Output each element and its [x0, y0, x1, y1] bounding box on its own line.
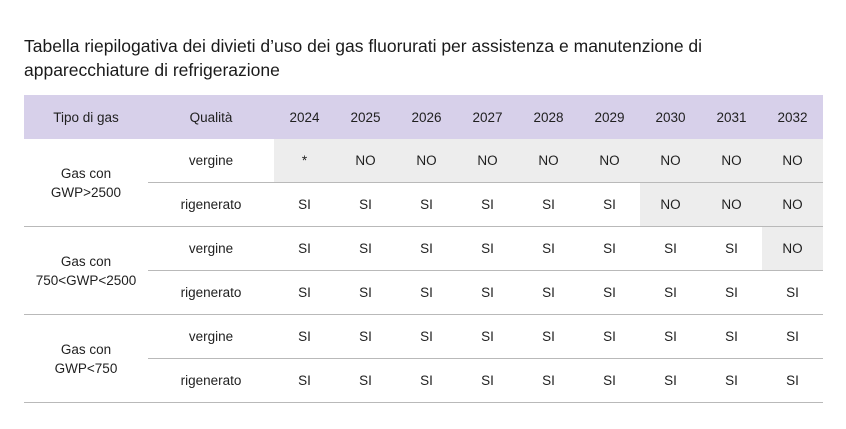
- value-cell: NO: [762, 226, 823, 271]
- value-cell: NO: [335, 139, 396, 183]
- ban-summary-table: Tipo di gas Qualità 2024 2025 2026 2027 …: [24, 95, 823, 403]
- value-cell: NO: [762, 182, 823, 227]
- value-cell: SI: [762, 270, 823, 315]
- value-cell: SI: [701, 314, 762, 359]
- value-cell: SI: [762, 314, 823, 359]
- value-cell: NO: [762, 139, 823, 183]
- value-cell: SI: [640, 358, 701, 403]
- gas-type-cell: Gas con GWP>2500: [24, 139, 148, 227]
- header-year: 2031: [701, 95, 762, 139]
- value-cell: SI: [518, 226, 579, 271]
- value-cell: SI: [274, 226, 335, 271]
- header-year: 2028: [518, 95, 579, 139]
- gas-type-line-1: Gas con: [60, 165, 112, 181]
- value-cell: SI: [640, 314, 701, 359]
- gas-type-cell: Gas con GWP<750: [24, 314, 148, 403]
- value-cell: *: [274, 139, 335, 183]
- quality-cell: vergine: [148, 139, 274, 183]
- value-cell: SI: [396, 270, 457, 315]
- value-cell: SI: [579, 226, 640, 271]
- value-cell: SI: [396, 182, 457, 227]
- value-cell: SI: [335, 314, 396, 359]
- value-cell: SI: [579, 314, 640, 359]
- quality-cell: rigenerato: [148, 270, 274, 315]
- header-year: 2027: [457, 95, 518, 139]
- value-cell: SI: [396, 226, 457, 271]
- gas-type-line-2: GWP<750: [54, 360, 118, 376]
- value-cell: SI: [701, 358, 762, 403]
- title-line-2: apparecchiature di refrigerazione: [24, 60, 280, 80]
- value-cell: SI: [396, 314, 457, 359]
- value-cell: SI: [457, 314, 518, 359]
- quality-cell: rigenerato: [148, 358, 274, 403]
- table-row: Gas con GWP<750 vergine SI SI SI SI SI S…: [24, 314, 823, 403]
- value-cell: SI: [457, 226, 518, 271]
- value-cell: SI: [396, 358, 457, 403]
- gas-type-line-2: 750<GWP<2500: [35, 272, 137, 288]
- value-cell: NO: [701, 139, 762, 183]
- value-cell: SI: [335, 182, 396, 227]
- value-cell: SI: [518, 314, 579, 359]
- title-line-1: Tabella riepilogativa dei divieti d’uso …: [24, 36, 703, 56]
- gas-type-line-1: Gas con: [60, 341, 112, 357]
- value-cell: SI: [579, 358, 640, 403]
- header-year: 2029: [579, 95, 640, 139]
- header-quality: Qualità: [148, 95, 274, 139]
- table-body: Gas con GWP>2500 vergine * NO NO NO NO N…: [24, 139, 823, 403]
- value-cell: SI: [518, 270, 579, 315]
- value-cell: SI: [457, 182, 518, 227]
- gas-type-line-2: GWP>2500: [50, 184, 122, 200]
- value-cell: SI: [335, 358, 396, 403]
- value-cell: SI: [457, 358, 518, 403]
- header-year: 2025: [335, 95, 396, 139]
- quality-cell: vergine: [148, 314, 274, 359]
- quality-cell: vergine: [148, 226, 274, 271]
- value-cell: SI: [335, 270, 396, 315]
- value-cell: SI: [518, 358, 579, 403]
- value-cell: SI: [579, 182, 640, 227]
- table-row: Gas con GWP>2500 vergine * NO NO NO NO N…: [24, 139, 823, 227]
- value-cell: NO: [701, 182, 762, 227]
- table-row: rigenerato SI SI SI SI SI SI NO NO NO: [24, 182, 823, 227]
- table-row: rigenerato SI SI SI SI SI SI SI SI SI: [24, 358, 823, 403]
- value-cell: SI: [274, 270, 335, 315]
- table-header: Tipo di gas Qualità 2024 2025 2026 2027 …: [24, 95, 823, 139]
- header-row: Tipo di gas Qualità 2024 2025 2026 2027 …: [24, 95, 823, 139]
- value-cell: NO: [457, 139, 518, 183]
- value-cell: SI: [274, 182, 335, 227]
- value-cell: SI: [274, 314, 335, 359]
- value-cell: SI: [640, 226, 701, 271]
- header-type: Tipo di gas: [24, 95, 148, 139]
- header-year: 2024: [274, 95, 335, 139]
- value-cell: SI: [701, 270, 762, 315]
- value-cell: SI: [518, 182, 579, 227]
- value-cell: SI: [335, 226, 396, 271]
- table-row: rigenerato SI SI SI SI SI SI SI SI SI: [24, 270, 823, 315]
- value-cell: NO: [579, 139, 640, 183]
- value-cell: SI: [579, 270, 640, 315]
- header-year: 2030: [640, 95, 701, 139]
- table-row: Gas con 750<GWP<2500 vergine SI SI SI SI…: [24, 226, 823, 315]
- value-cell: NO: [640, 182, 701, 227]
- value-cell: SI: [701, 226, 762, 271]
- header-year: 2026: [396, 95, 457, 139]
- table-title: Tabella riepilogativa dei divieti d’uso …: [24, 34, 824, 82]
- value-cell: SI: [457, 270, 518, 315]
- value-cell: NO: [640, 139, 701, 183]
- quality-cell: rigenerato: [148, 182, 274, 227]
- value-cell: SI: [640, 270, 701, 315]
- value-cell: NO: [518, 139, 579, 183]
- value-cell: SI: [762, 358, 823, 403]
- value-cell: SI: [274, 358, 335, 403]
- header-year: 2032: [762, 95, 823, 139]
- gas-type-line-1: Gas con: [60, 253, 112, 269]
- value-cell: NO: [396, 139, 457, 183]
- gas-type-cell: Gas con 750<GWP<2500: [24, 226, 148, 315]
